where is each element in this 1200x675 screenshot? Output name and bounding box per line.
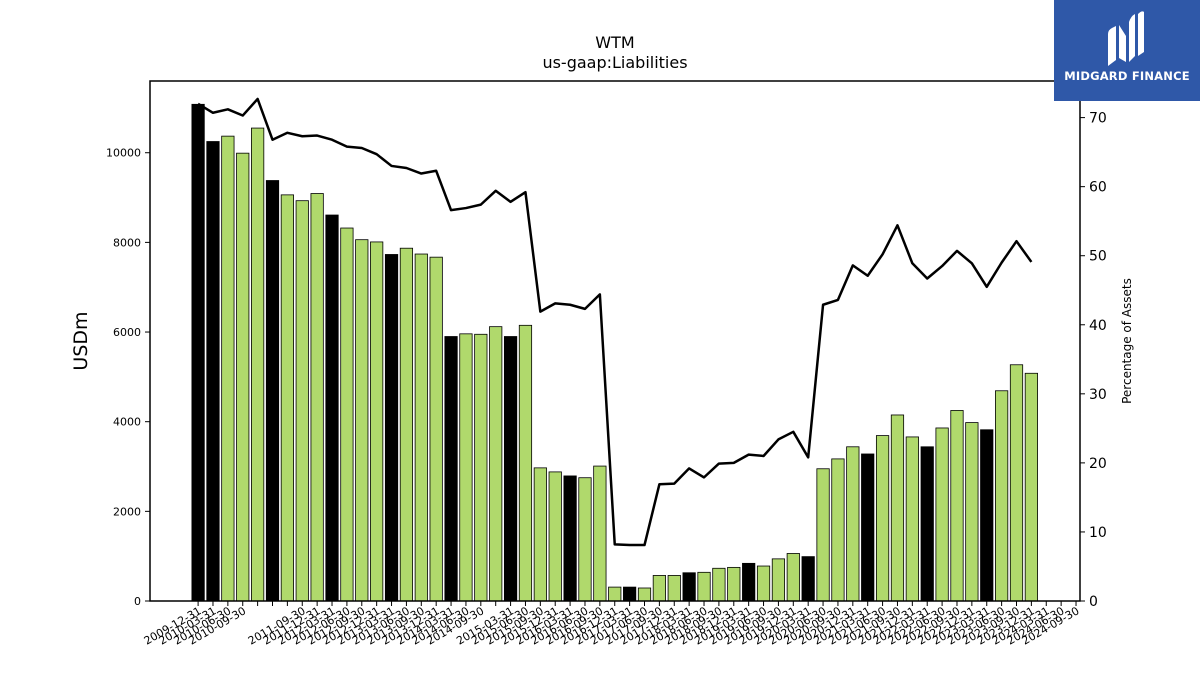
bar-2022-03-31 — [920, 446, 934, 602]
y2-tick-label: 40 — [1089, 318, 1107, 334]
bar-2013-09-30 — [414, 253, 428, 602]
bar-2020-09-30 — [831, 458, 845, 602]
y-tick-label: 2000 — [113, 505, 141, 518]
bar-2021-03-31 — [861, 453, 875, 602]
bar-2018-09-30 — [712, 567, 726, 602]
y-tick-label: 10000 — [106, 147, 141, 160]
bar-2016-09-30 — [593, 465, 607, 602]
bar-2022-12-31 — [965, 422, 979, 602]
bar-2017-03-31 — [623, 586, 637, 602]
bar-2021-12-31 — [905, 436, 919, 602]
y-tick-label: 6000 — [113, 326, 141, 339]
bar-2022-06-30 — [935, 427, 949, 602]
bar-2014-03-31 — [444, 336, 458, 602]
y-tick-label: 4000 — [113, 416, 141, 429]
chart-title: WTM — [595, 33, 635, 52]
bar-2020-06-30 — [816, 468, 830, 602]
y2-tick-label: 60 — [1089, 180, 1107, 196]
bar-2023-09-30 — [1009, 364, 1024, 602]
bar-2020-12-31 — [846, 446, 860, 602]
bar-2010-06-30 — [221, 135, 235, 602]
bar-2016-12-31 — [608, 586, 622, 602]
bar-2019-09-30 — [771, 558, 786, 602]
y-tick-label: 0 — [134, 595, 141, 608]
bar-2017-09-30 — [652, 575, 666, 602]
bar-2012-09-30 — [355, 239, 369, 602]
bar-2021-06-30 — [875, 435, 890, 602]
bar-2019-03-31 — [742, 562, 756, 602]
bar-2022-09-30 — [950, 410, 964, 602]
bar-2023-12-31 — [1024, 372, 1038, 602]
bar-2023-06-30 — [995, 390, 1009, 602]
bar-2017-06-30 — [637, 587, 652, 602]
bar-2011-09-30 — [295, 200, 309, 602]
bar-2014-12-31 — [489, 326, 503, 602]
logo-text: MIDGARD FINANCE — [1064, 69, 1190, 83]
bar-2013-03-31 — [384, 254, 399, 602]
chart-subtitle: us-gaap:Liabilities — [542, 53, 688, 72]
y-tick-label: 8000 — [113, 236, 141, 249]
bar-2012-03-31 — [325, 214, 339, 602]
bar-2020-03-31 — [801, 556, 815, 602]
bar-2013-06-30 — [399, 247, 414, 602]
bar-2012-06-30 — [340, 227, 354, 602]
bar-2010-09-30 — [236, 152, 250, 602]
bar-2017-12-31 — [667, 575, 681, 602]
bar-2016-03-31 — [563, 475, 577, 602]
bar-2018-03-31 — [682, 572, 696, 602]
bar-2010-12-31 — [251, 127, 265, 602]
bar-2019-12-31 — [786, 553, 800, 602]
bar-2016-06-30 — [578, 477, 592, 602]
bar-2015-03-31 — [503, 336, 518, 602]
y2-tick-label: 20 — [1089, 456, 1107, 472]
midgard-finance-logo: MIDGARD FINANCE — [1054, 0, 1200, 101]
bar-2015-09-30 — [533, 467, 547, 602]
y2-tick-label: 30 — [1089, 387, 1107, 403]
bar-2010-03-31 — [206, 141, 220, 602]
y-axis-label: USDm — [70, 311, 92, 370]
bar-2014-06-30 — [459, 333, 473, 602]
bar-2018-06-30 — [697, 571, 711, 602]
y2-tick-label: 70 — [1089, 111, 1107, 127]
bar-2011-06-30 — [280, 194, 294, 602]
bar-2015-06-30 — [518, 324, 533, 602]
midgard-logo-icon — [1108, 11, 1144, 66]
y2-axis-label: Percentage of Assets — [1120, 278, 1134, 404]
percentage-of-assets-line — [197, 97, 1033, 547]
bar-2009-12-31 — [191, 103, 205, 602]
bar-2019-06-30 — [756, 565, 771, 602]
bar-2023-03-31 — [980, 429, 994, 602]
y2-tick-label: 0 — [1089, 594, 1098, 610]
bar-2014-09-30 — [474, 333, 488, 602]
y2-tick-label: 10 — [1089, 525, 1107, 541]
bar-2013-12-31 — [429, 256, 443, 602]
bar-2015-12-31 — [548, 471, 562, 602]
bar-2011-12-31 — [310, 193, 324, 602]
bar-2011-03-31 — [265, 180, 280, 602]
bar-2018-12-31 — [727, 566, 741, 602]
y2-tick-label: 50 — [1089, 249, 1107, 265]
bar-2021-09-30 — [890, 414, 905, 602]
bar-2012-12-31 — [370, 241, 384, 602]
